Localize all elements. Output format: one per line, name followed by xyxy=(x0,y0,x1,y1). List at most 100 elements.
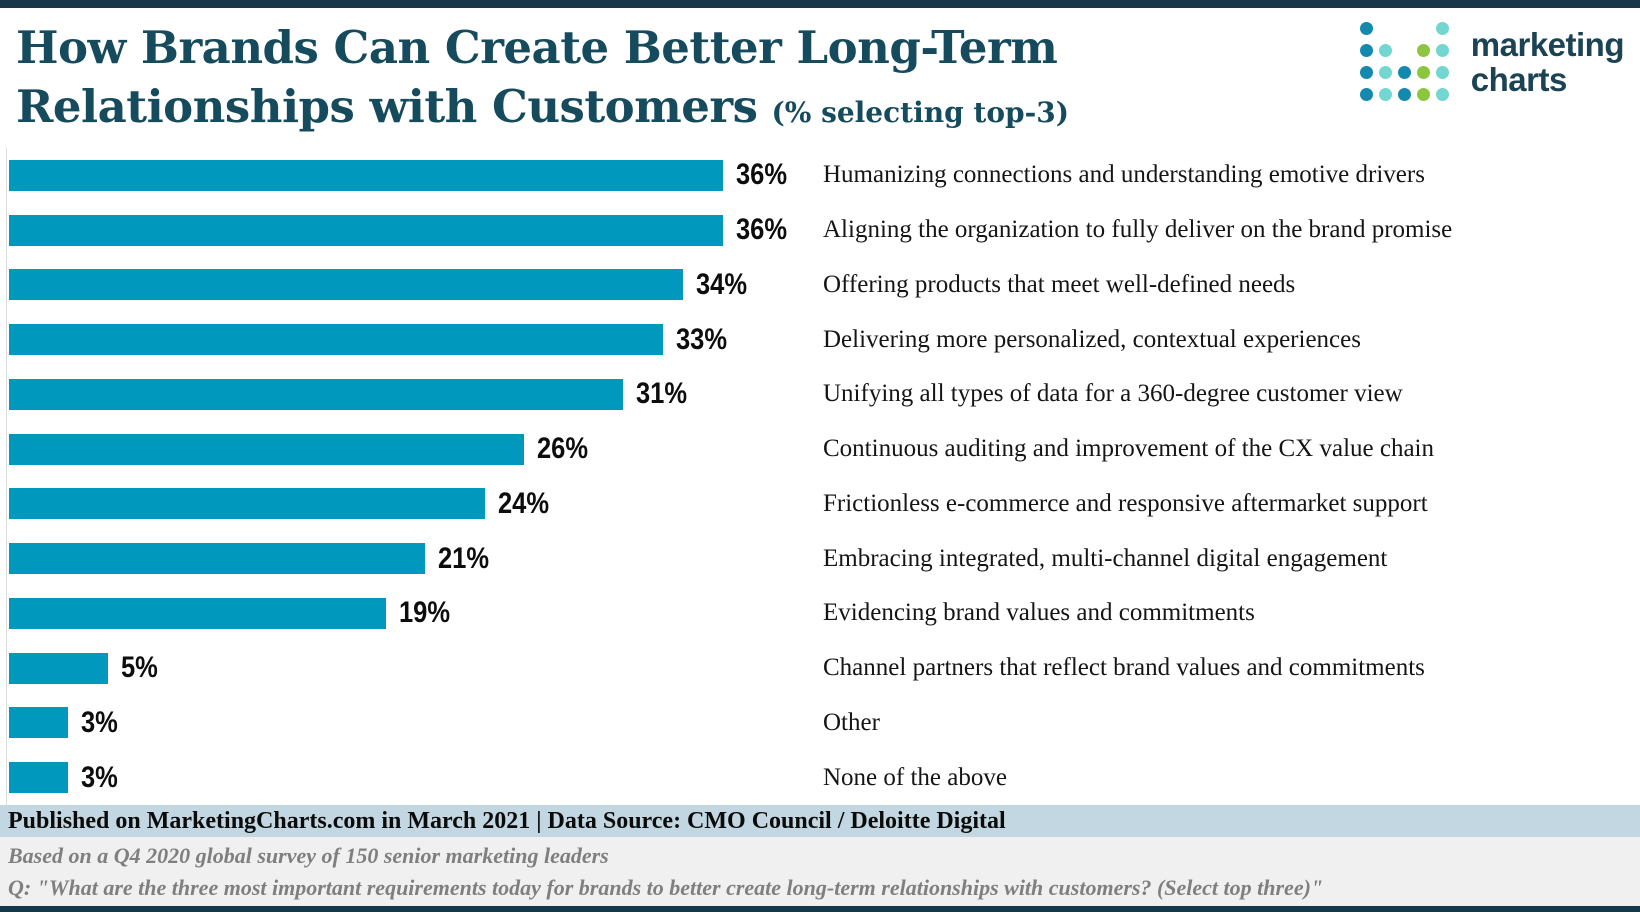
bar-area: 3% xyxy=(9,706,809,740)
header: How Brands Can Create Better Long-Term R… xyxy=(0,8,1640,148)
bar-row: 21% Embracing integrated, multi-channel d… xyxy=(7,531,1640,586)
bar xyxy=(9,488,485,520)
bar-value-label: 3% xyxy=(81,760,118,794)
bar xyxy=(9,762,68,794)
logo-dot xyxy=(1397,88,1411,101)
bar-value-label: 21% xyxy=(438,541,490,575)
bar-value-label: 3% xyxy=(81,705,118,739)
bar-value-label: 33% xyxy=(676,322,728,356)
logo-dot-empty xyxy=(1379,22,1392,35)
bar-value-label: 24% xyxy=(498,486,550,520)
logo-dot xyxy=(1435,44,1449,57)
category-label: Aligning the organization to fully deliv… xyxy=(823,216,1453,244)
bar xyxy=(9,324,663,356)
bar-row: 34% Offering products that meet well-defi… xyxy=(7,258,1640,313)
bar-row: 33% Delivering more personalized, context… xyxy=(7,312,1640,367)
bar-area: 3% xyxy=(9,761,809,795)
bar-area: 24% xyxy=(9,487,809,521)
bar-row: 26% Continuous auditing and improvement o… xyxy=(7,422,1640,477)
logo-dot xyxy=(1416,66,1430,79)
bar-area: 31% xyxy=(9,377,809,411)
bar-area: 21% xyxy=(9,542,809,576)
bar-value-label: 34% xyxy=(696,267,748,301)
category-label: None of the above xyxy=(823,763,1007,791)
marketingcharts-dots-icon xyxy=(1359,22,1449,101)
logo-dot xyxy=(1359,44,1373,57)
page-title: How Brands Can Create Better Long-Term R… xyxy=(0,8,1640,142)
bottom-border-bar xyxy=(0,906,1640,912)
logo-dot xyxy=(1416,88,1430,101)
bar xyxy=(9,433,524,465)
category-label: Humanizing connections and understanding… xyxy=(823,161,1425,189)
bar-row: 24% Frictionless e-commerce and responsiv… xyxy=(7,477,1640,532)
bar xyxy=(9,652,108,684)
category-label: Channel partners that reflect brand valu… xyxy=(823,654,1425,682)
title-subtitle: (% selecting top-3) xyxy=(771,96,1069,129)
bar-value-label: 36% xyxy=(736,158,788,192)
logo-dot xyxy=(1435,22,1449,35)
bar-area: 26% xyxy=(9,432,809,466)
category-label: Offering products that meet well-defined… xyxy=(823,270,1296,298)
logo-word-charts: charts xyxy=(1470,60,1568,98)
logo-dot xyxy=(1416,44,1430,57)
logo-dot xyxy=(1378,88,1392,101)
logo-dot xyxy=(1378,66,1392,79)
marketingcharts-logo: marketing charts xyxy=(1359,22,1625,101)
bar xyxy=(9,597,386,629)
logo-dot xyxy=(1435,66,1449,79)
logo-dot xyxy=(1397,66,1411,79)
bar-area: 34% xyxy=(9,268,809,302)
bar-value-label: 26% xyxy=(537,432,589,466)
bar xyxy=(9,707,68,739)
bar-area: 36% xyxy=(9,213,809,247)
logo-word-marketing: marketing xyxy=(1470,25,1625,63)
published-strip: Published on MarketingCharts.com in Marc… xyxy=(0,805,1640,837)
bar-area: 5% xyxy=(9,651,809,685)
survey-note: Based on a Q4 2020 global survey of 150 … xyxy=(8,843,609,868)
title-line-2: Relationships with Customers (% selecting… xyxy=(16,77,1640,142)
published-text: Published on MarketingCharts.com in Marc… xyxy=(8,807,1006,834)
logo-dot-empty xyxy=(1417,22,1430,35)
logo-dot xyxy=(1435,88,1449,101)
title-line-2-text: Relationships with Customers xyxy=(16,80,758,133)
top-border-bar xyxy=(0,0,1640,8)
logo-dot xyxy=(1378,44,1392,57)
bar-value-label: 36% xyxy=(736,213,788,247)
bar xyxy=(9,159,723,191)
marketingcharts-logo-text: marketing charts xyxy=(1470,25,1625,98)
bar xyxy=(9,214,723,246)
bar xyxy=(9,269,683,301)
category-label: Frictionless e-commerce and responsive a… xyxy=(823,489,1428,517)
bar-row: 5% Channel partners that reflect brand va… xyxy=(7,641,1640,696)
logo-dot xyxy=(1359,88,1373,101)
bar xyxy=(9,543,425,575)
category-label: Embracing integrated, multi-channel digi… xyxy=(823,544,1388,572)
bar-chart: 36% Humanizing connections and understand… xyxy=(6,148,1640,805)
title-line-1: How Brands Can Create Better Long-Term xyxy=(16,21,1058,74)
logo-dot xyxy=(1359,22,1373,35)
logo-dot xyxy=(1359,66,1373,79)
question-note: Q: "What are the three most important re… xyxy=(8,875,1324,900)
category-label: Continuous auditing and improvement of t… xyxy=(823,435,1434,463)
bar-area: 36% xyxy=(9,158,809,192)
bar-row: 31% Unifying all types of data for a 360-… xyxy=(7,367,1640,422)
bar-row: 19% Evidencing brand values and commitmen… xyxy=(7,586,1640,641)
logo-dot-empty xyxy=(1398,44,1411,57)
bar-area: 19% xyxy=(9,596,809,630)
bar-row: 3% None of the above xyxy=(7,750,1640,805)
bar-value-label: 19% xyxy=(399,596,451,630)
category-label: Unifying all types of data for a 360-deg… xyxy=(823,380,1403,408)
bar-row: 36% Humanizing connections and understand… xyxy=(7,148,1640,203)
notes-strip: Based on a Q4 2020 global survey of 150 … xyxy=(0,837,1640,906)
bar xyxy=(9,378,623,410)
bar-row: 36% Aligning the organization to fully de… xyxy=(7,203,1640,258)
bar-area: 33% xyxy=(9,323,809,357)
category-label: Delivering more personalized, contextual… xyxy=(823,325,1361,353)
bar-value-label: 5% xyxy=(121,651,158,685)
bar-row: 3% Other xyxy=(7,696,1640,751)
category-label: Evidencing brand values and commitments xyxy=(823,599,1255,627)
logo-dot-empty xyxy=(1398,22,1411,35)
category-label: Other xyxy=(823,708,880,736)
bar-value-label: 31% xyxy=(636,377,688,411)
